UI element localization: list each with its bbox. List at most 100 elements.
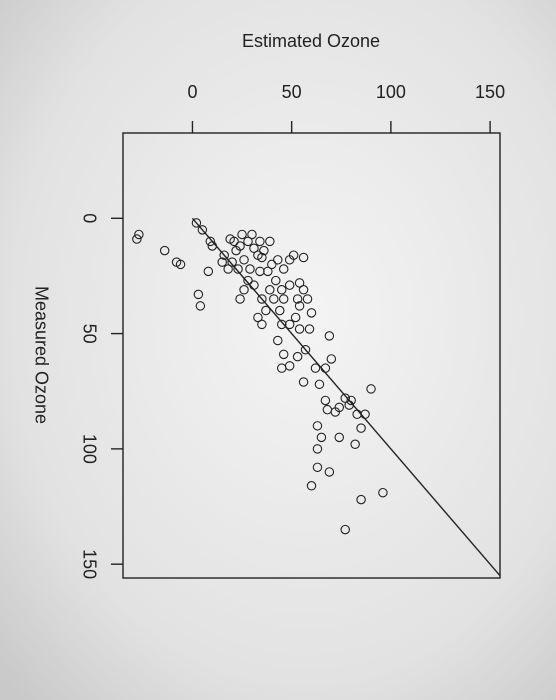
point (292, 294, 303, 304)
point (310, 363, 321, 373)
point (257, 252, 267, 263)
point (314, 379, 325, 390)
point (294, 301, 305, 311)
point (304, 324, 315, 334)
point (191, 218, 202, 228)
point (298, 252, 309, 263)
point (261, 305, 271, 316)
point (298, 285, 309, 295)
point (284, 280, 295, 290)
point (239, 255, 249, 265)
x-tick-label: 50 (282, 82, 302, 102)
point (197, 225, 208, 235)
point (294, 324, 305, 334)
point (132, 234, 142, 244)
x-tick-label: 0 (187, 82, 197, 102)
point (255, 266, 265, 277)
point (378, 487, 388, 498)
point (290, 312, 301, 323)
point (320, 363, 331, 373)
reference-line (191, 217, 501, 577)
point (203, 266, 214, 277)
point (195, 301, 206, 311)
point (134, 229, 144, 240)
point (360, 409, 370, 420)
x-axis-title: Estimated Ozone (242, 31, 380, 51)
point (257, 319, 267, 330)
point (276, 285, 287, 295)
point (326, 354, 337, 364)
y-tick-label: 0 (79, 213, 99, 223)
point (239, 285, 249, 295)
point (265, 285, 275, 295)
point (316, 432, 327, 443)
point (324, 467, 335, 477)
x-tick-label: 150 (475, 82, 505, 102)
point (253, 312, 263, 323)
point (271, 275, 281, 286)
point (223, 264, 233, 274)
point (276, 319, 287, 330)
point (233, 264, 243, 274)
point (243, 275, 253, 286)
point (255, 236, 265, 247)
point (259, 245, 269, 256)
y-tick-label: 150 (79, 549, 99, 579)
point (312, 462, 323, 473)
point (334, 432, 345, 443)
point (243, 236, 253, 247)
point (312, 421, 323, 431)
plot-frame (122, 132, 501, 579)
point (217, 257, 227, 267)
y-tick-label: 50 (79, 324, 99, 344)
point (159, 245, 170, 256)
point (267, 259, 277, 270)
point (237, 229, 247, 240)
point (227, 257, 237, 267)
point (350, 439, 360, 450)
point (249, 243, 259, 254)
point (306, 308, 317, 318)
point (235, 294, 245, 304)
point (320, 395, 331, 406)
point (298, 377, 309, 387)
point (278, 349, 289, 360)
point (219, 250, 229, 260)
point (275, 305, 285, 316)
point (229, 236, 239, 247)
point (302, 294, 313, 304)
point (366, 384, 376, 394)
point (340, 393, 350, 403)
point (324, 331, 335, 341)
point (193, 289, 204, 300)
point (205, 236, 216, 247)
point (175, 259, 186, 270)
point (294, 278, 305, 288)
point (300, 344, 311, 355)
point (245, 264, 255, 274)
point (273, 335, 283, 346)
point (344, 400, 354, 410)
point (269, 294, 279, 304)
point (306, 481, 317, 491)
point (249, 280, 259, 290)
point (356, 423, 366, 433)
point (278, 294, 289, 304)
point (247, 229, 257, 240)
point (257, 294, 267, 304)
point (346, 395, 356, 406)
point (207, 241, 218, 251)
x-tick-label: 100 (376, 82, 406, 102)
point (278, 264, 289, 274)
point (340, 524, 350, 535)
point (288, 250, 299, 260)
y-tick-label: 100 (79, 434, 99, 464)
y-axis-title: Measured Ozone (31, 286, 51, 424)
point (356, 494, 366, 505)
point (276, 363, 287, 373)
point (265, 236, 275, 247)
point (312, 444, 323, 454)
